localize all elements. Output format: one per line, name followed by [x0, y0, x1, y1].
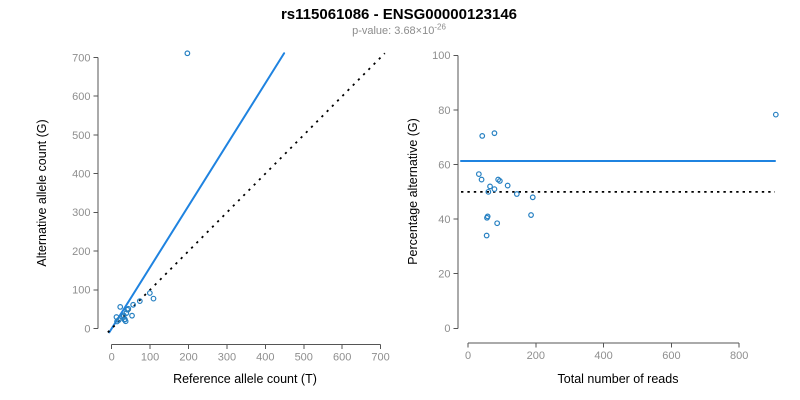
- pvalue-text: p-value: 3.68×10: [352, 25, 434, 37]
- x-tick-label: 600: [662, 350, 680, 362]
- data-point: [122, 318, 129, 325]
- identity-line: [107, 52, 386, 334]
- data-point: [483, 232, 490, 239]
- x-tick-label: 100: [141, 352, 159, 364]
- x-tick-label: 800: [730, 350, 748, 362]
- y-tick-label: 600: [72, 91, 90, 103]
- chart-title: rs115061086 - ENSG00000123146: [281, 6, 517, 23]
- data-point: [529, 194, 536, 201]
- data-point: [491, 130, 498, 137]
- x-tick-label: 200: [179, 352, 197, 364]
- data-point: [496, 178, 503, 184]
- x-tick-label: 200: [527, 350, 545, 362]
- y-tick-label: 200: [72, 246, 90, 258]
- data-point: [513, 191, 520, 197]
- x-tick-label: 0: [109, 352, 115, 364]
- left-scatter-plot: Reference allele count (T) Alternative a…: [35, 50, 390, 386]
- y-tick-label: 300: [72, 207, 90, 219]
- data-point: [479, 133, 486, 139]
- y-tick-label: 20: [438, 269, 450, 281]
- data-point: [478, 176, 485, 183]
- left-yaxis-label: Alternative allele count (G): [35, 119, 49, 266]
- y-tick-label: 40: [438, 214, 450, 226]
- data-point: [123, 310, 130, 316]
- y-tick-label: 60: [438, 159, 450, 171]
- y-tick-label: 100: [72, 285, 90, 297]
- data-point: [184, 50, 191, 57]
- data-point: [504, 182, 511, 189]
- data-point: [117, 303, 124, 310]
- x-tick-label: 400: [256, 352, 274, 364]
- data-point: [115, 317, 122, 323]
- data-point: [484, 214, 490, 221]
- x-tick-label: 600: [333, 352, 351, 364]
- data-point: [475, 171, 482, 178]
- data-point: [146, 290, 153, 296]
- data-point: [772, 111, 779, 118]
- data-point: [485, 188, 492, 195]
- y-tick-label: 100: [432, 50, 450, 62]
- y-tick-label: 0: [84, 323, 90, 335]
- data-point: [491, 186, 498, 193]
- y-tick-label: 700: [72, 52, 90, 64]
- data-point: [129, 312, 135, 319]
- x-tick-label: 700: [371, 352, 389, 364]
- y-tick-label: 0: [444, 323, 450, 335]
- y-tick-label: 500: [72, 130, 90, 142]
- x-tick-label: 500: [295, 352, 313, 364]
- data-point: [487, 183, 493, 190]
- fit-line: [108, 52, 286, 334]
- data-point: [494, 220, 501, 227]
- right-xaxis-label: Total number of reads: [558, 372, 679, 386]
- x-tick-label: 400: [594, 350, 612, 362]
- left-xaxis-label: Reference allele count (T): [173, 372, 317, 386]
- x-tick-label: 0: [465, 350, 471, 362]
- data-point: [150, 295, 157, 302]
- y-tick-label: 400: [72, 168, 90, 180]
- right-scatter-plot: Total number of reads Percentage alterna…: [406, 50, 779, 386]
- y-tick-label: 80: [438, 105, 450, 117]
- right-yaxis-label: Percentage alternative (G): [406, 118, 420, 265]
- pvalue-exponent: -26: [434, 23, 446, 32]
- pvalue-subtitle: p-value: 3.68×10-26: [352, 23, 446, 38]
- x-tick-label: 300: [218, 352, 236, 364]
- data-point: [136, 298, 143, 304]
- data-point: [124, 306, 131, 313]
- data-point: [130, 301, 137, 308]
- data-point: [528, 212, 534, 218]
